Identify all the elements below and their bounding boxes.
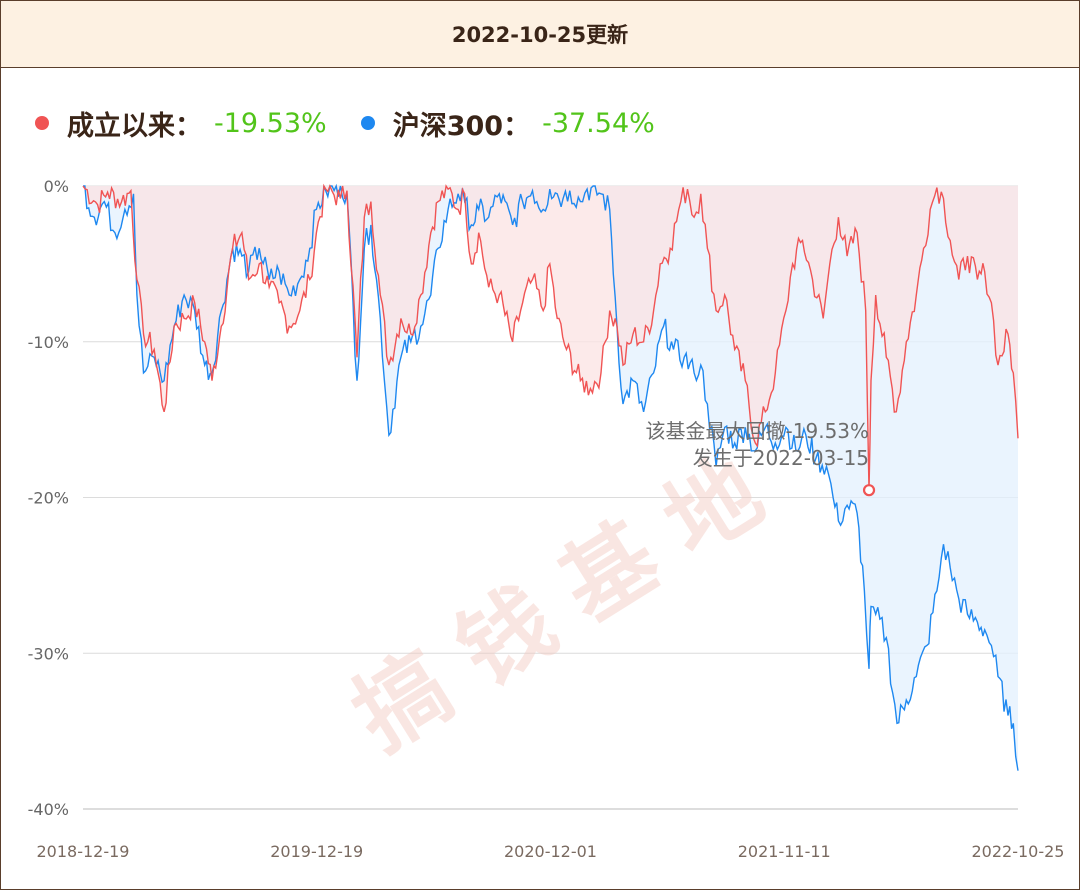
watermark-text: 搞钱基地 (336, 422, 807, 771)
x-tick-label: 2018-12-19 (37, 842, 130, 861)
series-line (83, 183, 1019, 771)
drawdown-chart: 搞钱基地 0% -10% -20% -30% -40% 2018-12-19 2019-1… (28, 177, 1065, 861)
x-tick-label: 2022-10-25 (972, 842, 1065, 861)
annotation-line-1: 该基金最大回撤-19.53% (646, 419, 869, 443)
legend-item-index[interactable]: 沪深300： -37.54% (360, 104, 655, 143)
x-axis-ticks: 2018-12-19 2019-12-19 2020-12-01 2021-11-11… (37, 842, 1065, 861)
chart-legend: 成立以来： -19.53% 沪深300： -37.54% (35, 99, 689, 147)
y-tick-label: 0% (44, 177, 69, 196)
y-tick-label: -20% (28, 489, 69, 508)
legend-item-fund[interactable]: 成立以来： -19.53% (35, 104, 327, 143)
legend-index-value: -37.54% (542, 107, 655, 139)
series-lines (82, 183, 1019, 771)
update-date-title: 2022-10-25更新 (451, 23, 629, 47)
legend-index-label: 沪深300： (392, 110, 531, 142)
series-areas (83, 186, 1018, 771)
y-axis-ticks: 0% -10% -20% -30% -40% (28, 177, 69, 819)
update-header: 2022-10-25更新 (1, 1, 1079, 68)
x-tick-label: 2020-12-01 (504, 842, 597, 861)
series-line (82, 183, 1019, 491)
x-tick-label: 2019-12-19 (270, 842, 363, 861)
y-tick-label: -10% (28, 333, 69, 352)
fund-dot-icon (35, 116, 49, 130)
index-dot-icon (360, 116, 375, 130)
y-tick-label: -40% (28, 800, 69, 819)
x-tick-label: 2021-11-11 (738, 842, 831, 861)
legend-fund-value: -19.53% (214, 107, 327, 139)
max-drawdown-marker (862, 484, 876, 497)
y-tick-label: -30% (28, 644, 69, 663)
watermark: 搞钱基地 (336, 422, 807, 771)
max-drawdown-annotation: 该基金最大回撤-19.53% 发生于2022-03-15 (646, 419, 876, 497)
series-area (83, 186, 1018, 491)
series-area (83, 186, 1018, 771)
legend-fund-label: 成立以来： (67, 110, 202, 142)
annotation-line-2: 发生于2022-03-15 (693, 446, 869, 470)
